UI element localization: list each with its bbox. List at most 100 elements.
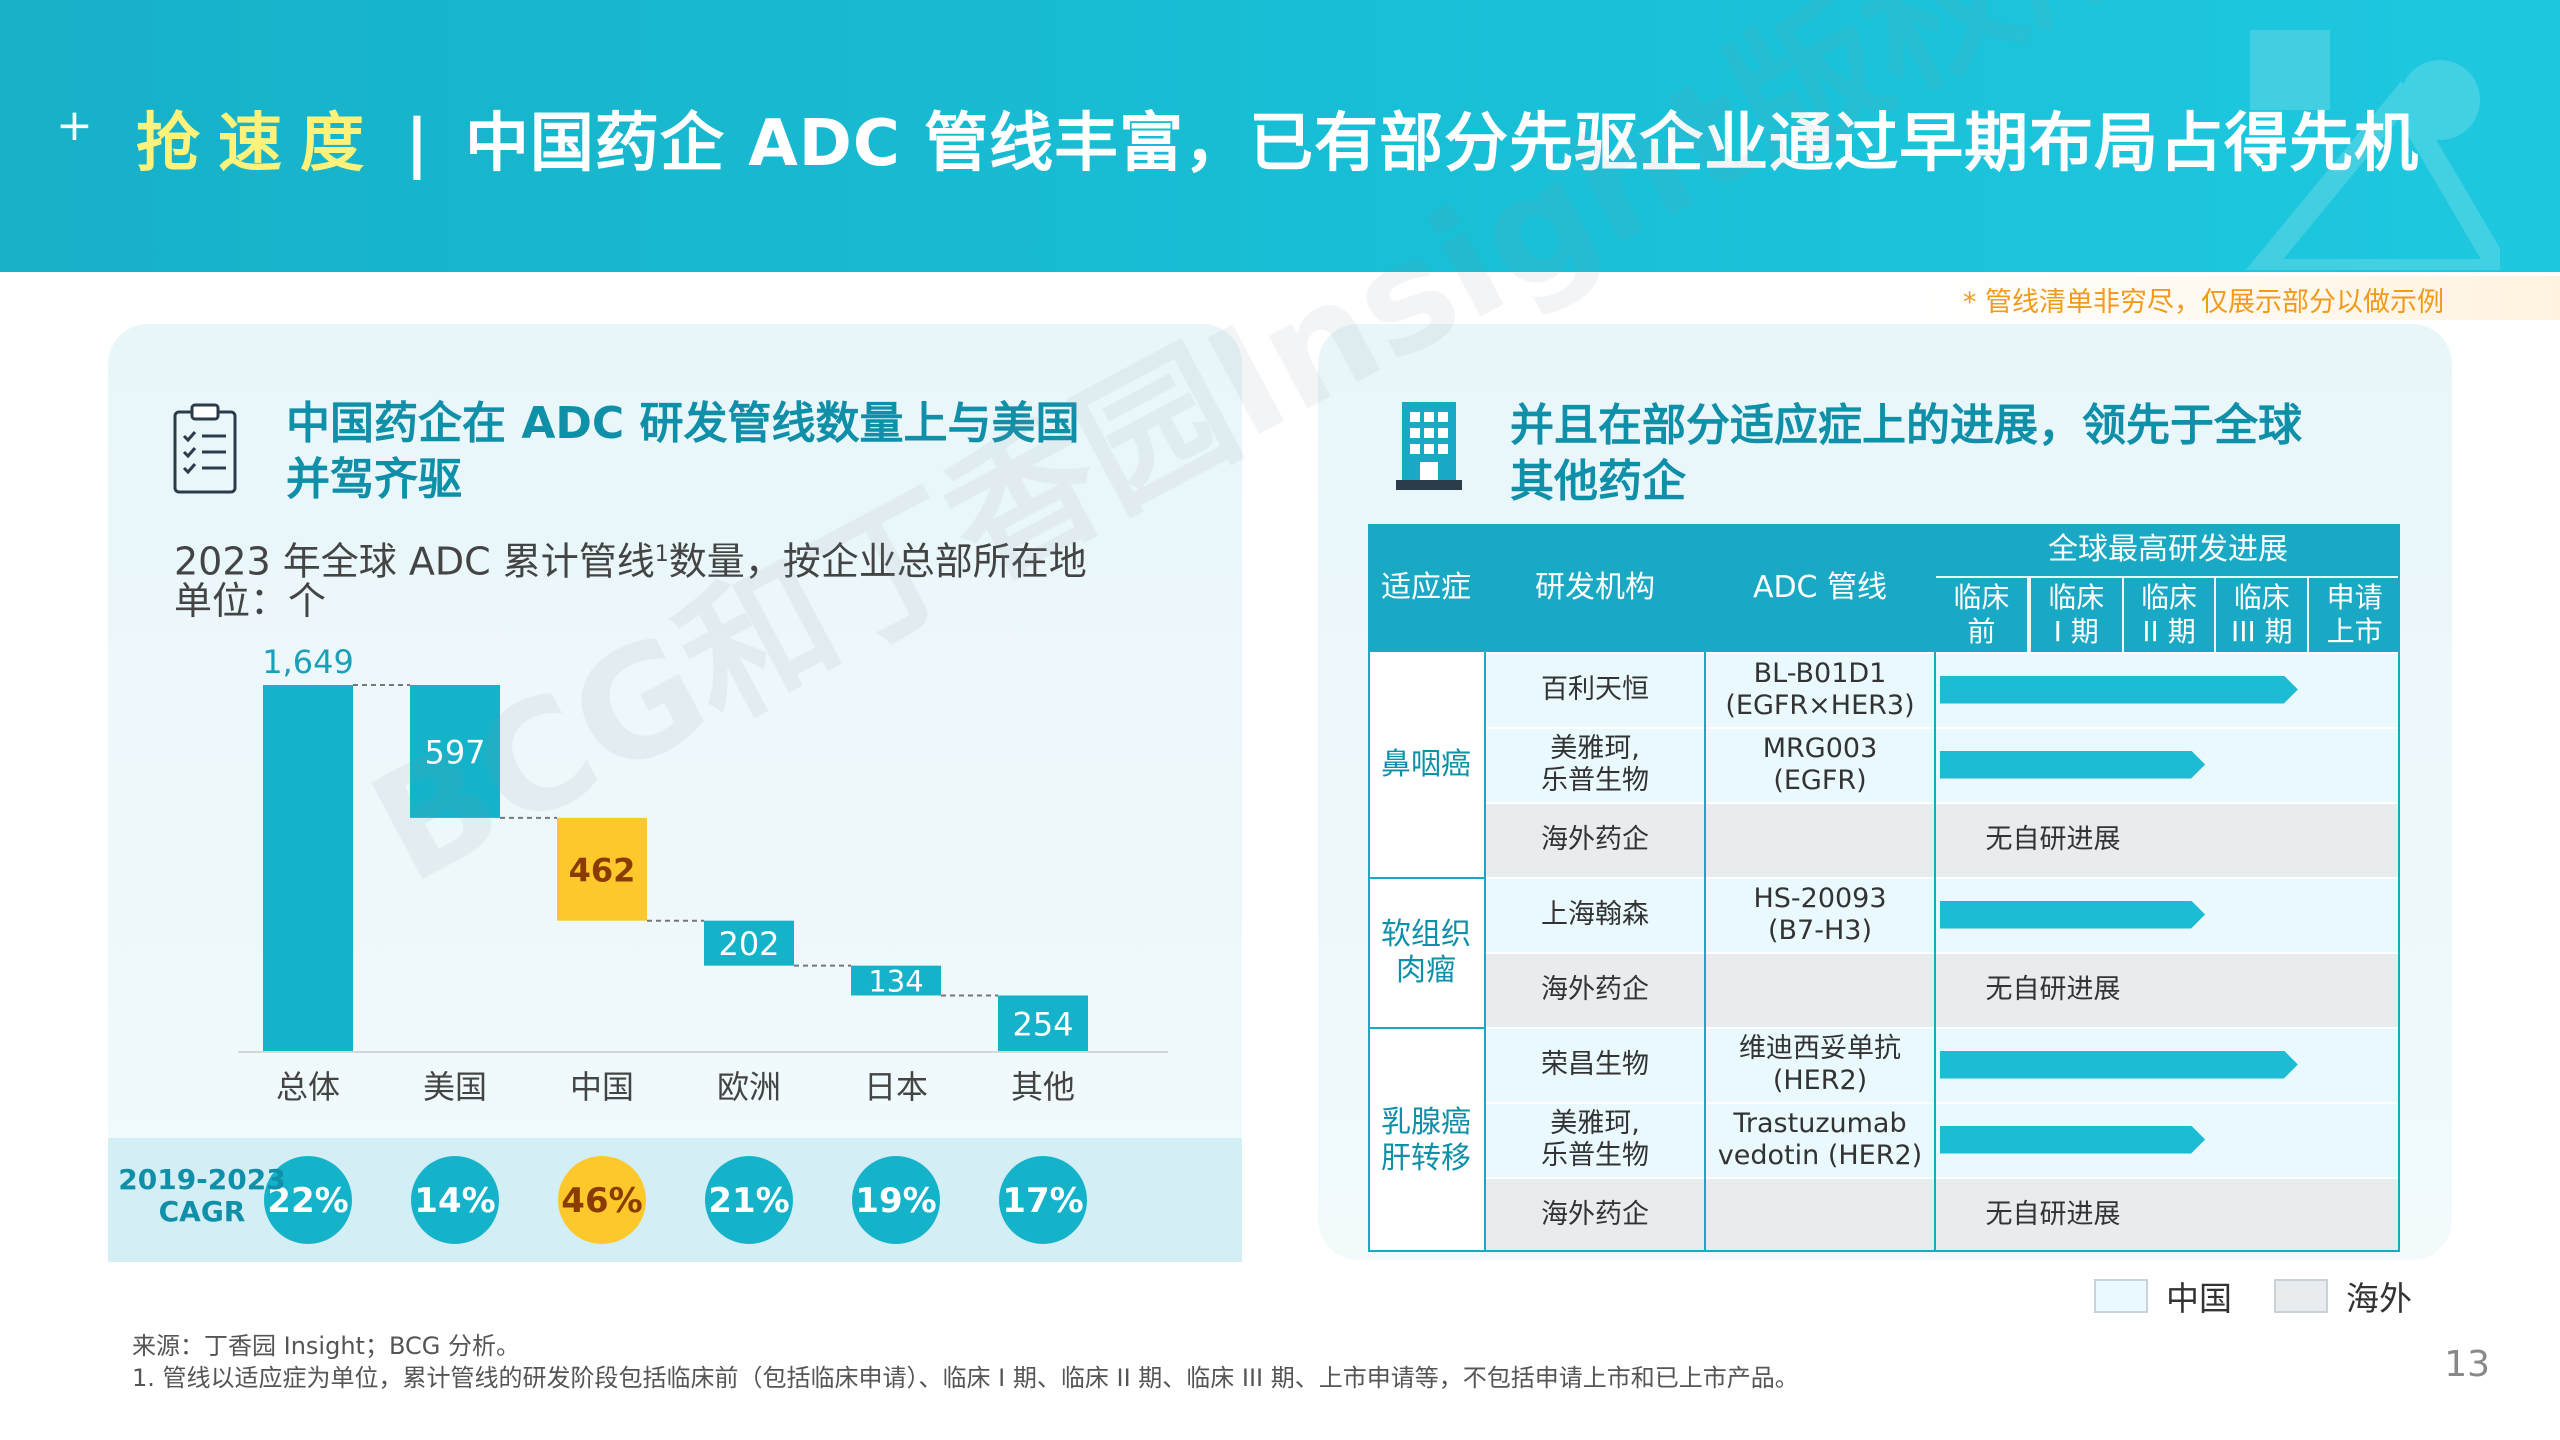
value-label-1: 597 xyxy=(424,733,485,771)
page-number: 13 xyxy=(2444,1344,2490,1385)
table-row xyxy=(1486,1177,2400,1252)
category-label-4: 日本 xyxy=(864,1068,928,1106)
cagr-circle-1 xyxy=(411,1156,499,1244)
progress-text-cell: 无自研进展 xyxy=(1706,1177,2400,1252)
adc-cell-line: (EGFR×HER3) xyxy=(1725,689,1915,721)
indication-cell-0: 鼻咽癌 xyxy=(1368,652,1484,877)
table-row xyxy=(1486,952,2400,1027)
progress-text-cell: 无自研进展 xyxy=(1706,802,2400,877)
adc-cell-line: (EGFR) xyxy=(1773,764,1867,796)
org-cell: 海外药企 xyxy=(1486,952,1704,1027)
org-cell-line: 海外药企 xyxy=(1541,973,1649,1005)
footer-footnote: 1. 管线以适应症为单位，累计管线的研发阶段包括临床前（包括临床申请）、临床 I… xyxy=(132,1364,1799,1392)
legend-overseas: 海外 xyxy=(2274,1276,2412,1318)
footer-source: 来源：丁香园 Insight；BCG 分析。 xyxy=(132,1332,520,1360)
cagr-circle-3 xyxy=(705,1156,793,1244)
header-stage-0: 临床前 xyxy=(1936,578,2027,652)
indication-line-0: 乳腺癌 xyxy=(1381,1104,1471,1140)
bar-0 xyxy=(263,685,353,1052)
progress-text-cell-line: 无自研进展 xyxy=(1985,973,2121,1005)
header-stage-line2: III 期 xyxy=(2230,615,2293,648)
cagr-label: 2019-2023 CAGR xyxy=(118,1163,286,1228)
right-panel-title: 并且在部分适应症上的进展，领先于全球 其他药企 xyxy=(1510,400,2302,507)
title-text: 中国药企 ADC 管线丰富，已有部分先驱企业通过早期布局占得先机 xyxy=(464,107,2420,181)
indication-line-0: 软组织 xyxy=(1381,917,1471,952)
adc-cell-line: HS-20093 xyxy=(1753,882,1887,914)
category-label-1: 美国 xyxy=(423,1068,487,1106)
progress-arrow xyxy=(1940,1051,2298,1079)
building-icon xyxy=(1396,402,1462,490)
value-label-4: 134 xyxy=(868,965,923,999)
indication-line-0: 鼻咽癌 xyxy=(1381,746,1471,782)
org-cell-line: 百利天恒 xyxy=(1541,673,1649,705)
org-cell: 上海翰森 xyxy=(1486,877,1704,952)
chart-subtitle: 2023 年全球 ADC 累计管线1数量，按企业总部所在地 xyxy=(174,539,1087,584)
category-label-2: 中国 xyxy=(570,1068,634,1106)
header-stage-line1: 临床 xyxy=(2140,581,2197,614)
progress-arrow xyxy=(1940,901,2205,929)
waterfall-chart: 1,649 总体 22% 597 美国 14% 462 中国 46% 202 欧洲 21% 134 日本 1… xyxy=(108,643,1242,1262)
value-label-0: 1,649 xyxy=(262,643,354,681)
header-stage-line1: 临床 xyxy=(2048,581,2105,614)
adc-cell-line: Trastuzumab xyxy=(1733,1107,1907,1139)
adc-cell-line: MRG003 xyxy=(1762,732,1878,764)
cagr-circle-5 xyxy=(999,1156,1087,1244)
adc-cell-line: vedotin (HER2) xyxy=(1717,1139,1923,1171)
header-progress: 全球最高研发进展 xyxy=(1936,524,2400,576)
org-cell: 海外药企 xyxy=(1486,802,1704,877)
org-cell-line: 海外药企 xyxy=(1541,823,1649,855)
page-title: 抢速度 | 中国药企 ADC 管线丰富，已有部分先驱企业通过早期布局占得先机 xyxy=(136,92,2419,184)
left-panel-title: 中国药企在 ADC 研发管线数量上与美国 并驾齐驱 xyxy=(286,398,1080,505)
org-cell-line: 海外药企 xyxy=(1541,1198,1649,1230)
adc-cell: 维迪西妥单抗 (HER2) xyxy=(1706,1027,1934,1102)
progress-text-cell-line: 无自研进展 xyxy=(1985,1198,2121,1230)
org-cell: 荣昌生物 xyxy=(1486,1027,1704,1102)
legend-china: 中国 xyxy=(2094,1276,2232,1318)
org-cell: 海外药企 xyxy=(1486,1177,1704,1252)
cagr-value-2: 46% xyxy=(561,1181,642,1221)
bar-2 xyxy=(557,817,647,921)
progress-text-cell-line: 无自研进展 xyxy=(1985,823,2121,855)
cagr-value-0: 22% xyxy=(267,1181,348,1221)
header-stage-2: 临床 II 期 xyxy=(2123,578,2215,652)
bar-1 xyxy=(410,685,500,818)
value-label-3: 202 xyxy=(718,925,779,963)
cagr-value-1: 14% xyxy=(414,1181,495,1221)
adc-cell: HS-20093 (B7-H3) xyxy=(1706,877,1934,952)
indication-line-1: 肝转移 xyxy=(1381,1140,1471,1176)
header-org: 研发机构 xyxy=(1486,524,1704,652)
category-label-5: 其他 xyxy=(1011,1068,1075,1106)
progress-arrow xyxy=(1940,676,2298,704)
org-cell-line: 荣昌生物 xyxy=(1541,1048,1649,1080)
checklist-icon xyxy=(173,403,237,494)
header-stage-line2: 上市 xyxy=(2326,615,2383,648)
adc-cell: MRG003 (EGFR) xyxy=(1706,727,1934,802)
cagr-circle-0 xyxy=(264,1156,352,1244)
bar-3 xyxy=(704,920,794,966)
indication-cell-1: 软组织 肉瘤 xyxy=(1368,877,1484,1027)
disclaimer-note: * 管线清单非穷尽，仅展示部分以做示例 xyxy=(1920,276,2560,320)
adc-cell: BL-B01D1 (EGFR×HER3) xyxy=(1706,652,1934,727)
header-stage-line2: I 期 xyxy=(2053,615,2099,648)
org-cell: 百利天恒 xyxy=(1486,652,1704,727)
org-cell-line: 美雅珂, xyxy=(1550,732,1640,764)
progress-arrow xyxy=(1940,1126,2205,1154)
chart-unit: 单位：个 xyxy=(174,579,327,623)
header-stage-line2: II 期 xyxy=(2142,615,2196,648)
column-divider xyxy=(1704,524,1706,1252)
header-banner: + 抢速度 | 中国药企 ADC 管线丰富，已有部分先驱企业通过早期布局占得先机 xyxy=(0,0,2560,272)
adc-cell-line: BL-B01D1 xyxy=(1753,657,1887,689)
category-label-3: 欧洲 xyxy=(717,1068,781,1106)
header-indication: 适应症 xyxy=(1368,524,1484,652)
adc-cell: Trastuzumab vedotin (HER2) xyxy=(1706,1102,1934,1177)
header-stage-1: 临床 I 期 xyxy=(2030,578,2122,652)
adc-cell-line: 维迪西妥单抗 xyxy=(1739,1032,1901,1064)
category-label-0: 总体 xyxy=(276,1068,340,1106)
title-separator: | xyxy=(405,107,430,181)
column-divider xyxy=(1484,524,1486,1252)
indication-cell-2: 乳腺癌 肝转移 xyxy=(1368,1027,1484,1252)
decorative-logo-icon xyxy=(2245,30,2500,270)
legend-overseas-swatch xyxy=(2274,1279,2328,1313)
header-stage-line1: 临床 xyxy=(1953,581,2010,614)
indication-line-1: 肉瘤 xyxy=(1396,953,1456,988)
